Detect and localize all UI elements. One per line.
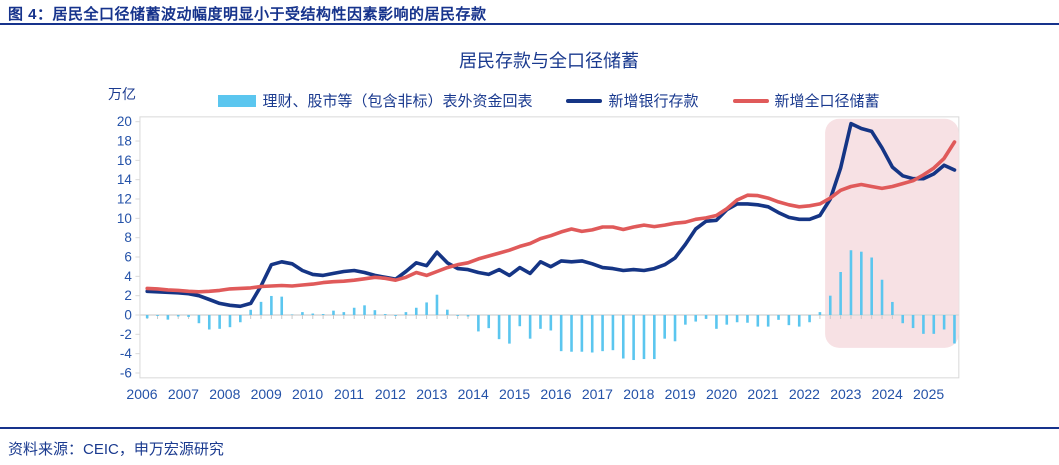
svg-text:10: 10 [117, 211, 132, 226]
svg-text:2: 2 [124, 288, 132, 303]
svg-text:-2: -2 [120, 327, 132, 342]
legend-item-new-savings: 新增全口径储蓄 [732, 90, 880, 111]
svg-text:2025: 2025 [913, 386, 944, 402]
svg-text:2012: 2012 [375, 386, 406, 402]
plot-frame [139, 116, 960, 379]
svg-text:2016: 2016 [540, 386, 571, 402]
svg-text:2019: 2019 [665, 386, 696, 402]
legend-bar-swatch-icon [218, 94, 257, 107]
svg-text:2020: 2020 [706, 386, 737, 402]
y-axis-unit-label: 万亿 [108, 86, 136, 102]
svg-text:2013: 2013 [416, 386, 447, 402]
source-text: 资料来源：CEIC，申万宏源研究 [8, 441, 224, 458]
svg-text:2022: 2022 [789, 386, 820, 402]
svg-text:4: 4 [124, 269, 132, 284]
chart-legend: 理财、股市等（包含非标）表外资金回表 新增银行存款 新增全口径储蓄 [140, 90, 958, 111]
svg-text:14: 14 [117, 172, 133, 187]
svg-text:2018: 2018 [623, 386, 654, 402]
svg-text:18: 18 [117, 134, 132, 149]
svg-text:2006: 2006 [126, 386, 157, 402]
svg-text:6: 6 [124, 250, 132, 265]
svg-text:2008: 2008 [209, 386, 240, 402]
svg-text:2015: 2015 [499, 386, 530, 402]
svg-text:2011: 2011 [334, 386, 364, 402]
bottom-rule [0, 427, 1059, 429]
legend-line-swatch-savings-icon [732, 98, 769, 103]
svg-text:2010: 2010 [292, 386, 323, 402]
new-savings-line [145, 140, 957, 294]
svg-text:2007: 2007 [168, 386, 199, 402]
offbalance-funds-bars [145, 250, 956, 361]
legend-item-offbalance-funds: 理财、股市等（包含非标）表外资金回表 [218, 90, 532, 111]
svg-text:2014: 2014 [458, 386, 489, 402]
legend-label-new-deposits: 新增银行存款 [608, 93, 699, 110]
svg-text:20: 20 [117, 114, 132, 129]
chart-title: 居民存款与全口径储蓄 [459, 51, 639, 71]
legend-label-new-savings: 新增全口径储蓄 [774, 93, 880, 110]
svg-text:0: 0 [124, 308, 132, 323]
svg-text:2017: 2017 [582, 386, 613, 402]
svg-text:2009: 2009 [251, 386, 282, 402]
svg-text:-4: -4 [120, 346, 132, 361]
svg-text:12: 12 [117, 192, 132, 207]
svg-text:-6: -6 [120, 365, 132, 380]
legend-line-swatch-deposits-icon [566, 98, 603, 103]
x-axis-labels: 2006 2007 2008 2009 2010 2011 2012 2013 2014 2015… [126, 386, 944, 402]
legend-label-offbalance-funds: 理财、股市等（包含非标）表外资金回表 [262, 93, 533, 110]
svg-text:2024: 2024 [872, 386, 903, 402]
figure-title: 图 4：居民全口径储蓄波动幅度明显小于受结构性因素影响的居民存款 [8, 6, 487, 23]
new-deposits-line [145, 121, 957, 309]
svg-text:2023: 2023 [830, 386, 861, 402]
svg-text:8: 8 [124, 230, 132, 245]
legend-item-new-deposits: 新增银行存款 [566, 90, 699, 111]
svg-text:2021: 2021 [747, 386, 778, 402]
title-underline [0, 23, 1059, 25]
svg-text:16: 16 [117, 153, 132, 168]
